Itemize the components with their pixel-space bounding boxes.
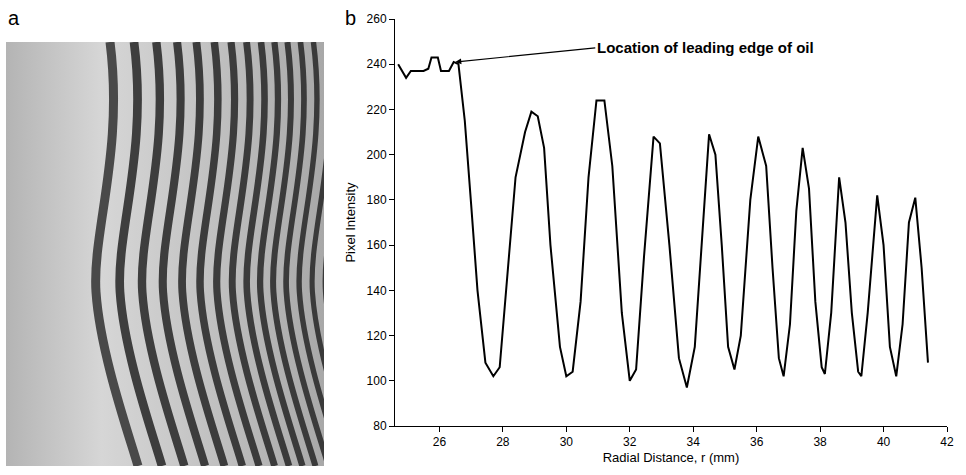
svg-text:120: 120: [367, 329, 387, 343]
svg-text:26: 26: [433, 435, 447, 449]
svg-text:40: 40: [877, 435, 891, 449]
svg-text:34: 34: [687, 435, 701, 449]
svg-text:Pixel Intensity: Pixel Intensity: [343, 182, 358, 263]
svg-text:140: 140: [367, 284, 387, 298]
svg-text:180: 180: [367, 193, 387, 207]
svg-text:100: 100: [367, 374, 387, 388]
svg-text:160: 160: [367, 238, 387, 252]
svg-text:Radial Distance, r (mm): Radial Distance, r (mm): [603, 450, 740, 465]
html-text:b: b: [345, 7, 357, 29]
svg-text:200: 200: [367, 148, 387, 162]
svg-text:28: 28: [496, 435, 510, 449]
svg-text:240: 240: [367, 57, 387, 71]
svg-text:32: 32: [623, 435, 637, 449]
svg-text:Location of leading edge of oi: Location of leading edge of oil: [597, 39, 814, 56]
svg-text:30: 30: [560, 435, 574, 449]
svg-text:38: 38: [813, 435, 827, 449]
svg-text:80: 80: [373, 419, 387, 433]
svg-text:220: 220: [367, 103, 387, 117]
svg-text:42: 42: [940, 435, 954, 449]
svg-text:36: 36: [750, 435, 764, 449]
html-text:a: a: [8, 7, 20, 29]
svg-text:260: 260: [367, 12, 387, 26]
